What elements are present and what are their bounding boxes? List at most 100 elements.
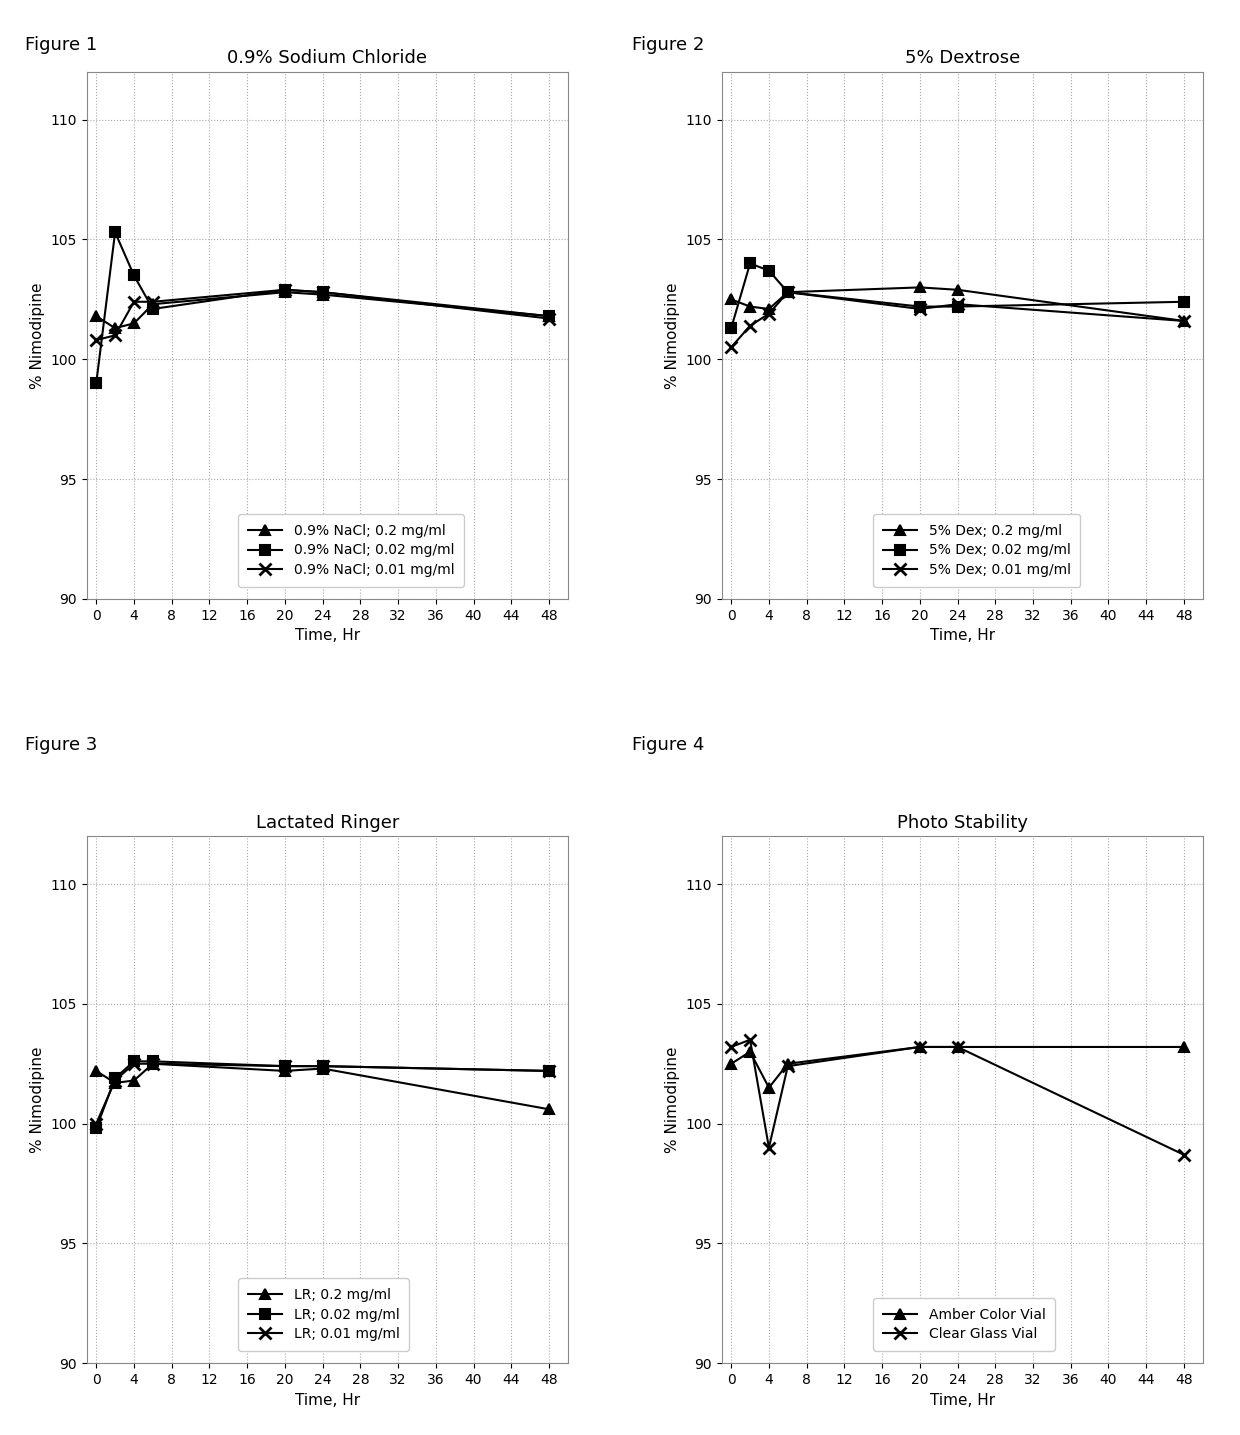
LR; 0.01 mg/ml xyxy=(145,1055,160,1072)
Y-axis label: % Nimodipine: % Nimodipine xyxy=(30,283,45,389)
Line: Amber Color Vial: Amber Color Vial xyxy=(727,1042,1189,1092)
Y-axis label: % Nimodipine: % Nimodipine xyxy=(665,283,680,389)
Legend: 0.9% NaCl; 0.2 mg/ml, 0.9% NaCl; 0.02 mg/ml, 0.9% NaCl; 0.01 mg/ml: 0.9% NaCl; 0.2 mg/ml, 0.9% NaCl; 0.02 mg… xyxy=(238,514,464,587)
Clear Glass Vial xyxy=(913,1039,928,1056)
LR; 0.01 mg/ml xyxy=(89,1115,104,1132)
0.9% NaCl; 0.02 mg/ml xyxy=(542,307,557,324)
5% Dex; 0.02 mg/ml xyxy=(743,255,758,273)
5% Dex; 0.01 mg/ml xyxy=(1177,313,1192,330)
X-axis label: Time, Hr: Time, Hr xyxy=(295,1392,360,1408)
5% Dex; 0.01 mg/ml xyxy=(761,306,776,323)
0.9% NaCl; 0.01 mg/ml xyxy=(108,327,123,344)
Text: Figure 2: Figure 2 xyxy=(632,36,704,55)
5% Dex; 0.01 mg/ml xyxy=(743,317,758,334)
0.9% NaCl; 0.2 mg/ml xyxy=(126,314,141,331)
Text: Figure 3: Figure 3 xyxy=(25,736,97,755)
0.9% NaCl; 0.01 mg/ml xyxy=(278,281,293,298)
LR; 0.2 mg/ml xyxy=(315,1060,330,1078)
LR; 0.02 mg/ml xyxy=(89,1119,104,1137)
Line: Clear Glass Vial: Clear Glass Vial xyxy=(725,1033,1190,1161)
0.9% NaCl; 0.02 mg/ml xyxy=(89,375,104,392)
5% Dex; 0.02 mg/ml xyxy=(1177,293,1192,310)
Clear Glass Vial xyxy=(743,1032,758,1049)
Text: Figure 1: Figure 1 xyxy=(25,36,97,55)
5% Dex; 0.02 mg/ml xyxy=(761,263,776,280)
Clear Glass Vial xyxy=(724,1039,739,1056)
5% Dex; 0.2 mg/ml xyxy=(743,298,758,316)
Title: Photo Stability: Photo Stability xyxy=(897,814,1028,832)
0.9% NaCl; 0.02 mg/ml xyxy=(278,281,293,298)
LR; 0.02 mg/ml xyxy=(145,1053,160,1071)
0.9% NaCl; 0.02 mg/ml xyxy=(145,300,160,317)
Legend: 5% Dex; 0.2 mg/ml, 5% Dex; 0.02 mg/ml, 5% Dex; 0.01 mg/ml: 5% Dex; 0.2 mg/ml, 5% Dex; 0.02 mg/ml, 5… xyxy=(873,514,1080,587)
LR; 0.01 mg/ml xyxy=(108,1072,123,1089)
0.9% NaCl; 0.2 mg/ml xyxy=(315,286,330,303)
5% Dex; 0.02 mg/ml xyxy=(724,320,739,337)
5% Dex; 0.2 mg/ml xyxy=(950,281,965,298)
LR; 0.01 mg/ml xyxy=(278,1058,293,1075)
5% Dex; 0.01 mg/ml xyxy=(913,300,928,317)
0.9% NaCl; 0.01 mg/ml xyxy=(315,284,330,301)
LR; 0.02 mg/ml xyxy=(126,1053,141,1071)
LR; 0.02 mg/ml xyxy=(108,1069,123,1086)
Y-axis label: % Nimodipine: % Nimodipine xyxy=(665,1046,680,1152)
0.9% NaCl; 0.2 mg/ml xyxy=(89,307,104,324)
Amber Color Vial xyxy=(913,1039,928,1056)
5% Dex; 0.02 mg/ml xyxy=(950,298,965,316)
Amber Color Vial xyxy=(724,1055,739,1072)
Text: Figure 4: Figure 4 xyxy=(632,736,704,755)
0.9% NaCl; 0.02 mg/ml xyxy=(315,284,330,301)
Line: LR; 0.02 mg/ml: LR; 0.02 mg/ml xyxy=(92,1056,554,1134)
5% Dex; 0.2 mg/ml xyxy=(913,278,928,296)
Legend: LR; 0.2 mg/ml, LR; 0.02 mg/ml, LR; 0.01 mg/ml: LR; 0.2 mg/ml, LR; 0.02 mg/ml, LR; 0.01 … xyxy=(238,1279,409,1350)
LR; 0.2 mg/ml xyxy=(126,1072,141,1089)
Clear Glass Vial xyxy=(780,1058,795,1075)
Line: 5% Dex; 0.2 mg/ml: 5% Dex; 0.2 mg/ml xyxy=(727,283,1189,326)
LR; 0.2 mg/ml xyxy=(89,1062,104,1079)
Line: LR; 0.2 mg/ml: LR; 0.2 mg/ml xyxy=(92,1059,554,1114)
LR; 0.02 mg/ml xyxy=(278,1058,293,1075)
Line: LR; 0.01 mg/ml: LR; 0.01 mg/ml xyxy=(91,1058,556,1129)
0.9% NaCl; 0.02 mg/ml xyxy=(108,224,123,241)
0.9% NaCl; 0.2 mg/ml xyxy=(278,284,293,301)
Legend: Amber Color Vial, Clear Glass Vial: Amber Color Vial, Clear Glass Vial xyxy=(873,1299,1055,1350)
0.9% NaCl; 0.01 mg/ml xyxy=(89,331,104,349)
Amber Color Vial xyxy=(743,1043,758,1060)
Y-axis label: % Nimodipine: % Nimodipine xyxy=(30,1046,45,1152)
0.9% NaCl; 0.2 mg/ml xyxy=(145,296,160,313)
Amber Color Vial xyxy=(780,1055,795,1072)
Line: 0.9% NaCl; 0.2 mg/ml: 0.9% NaCl; 0.2 mg/ml xyxy=(92,287,554,333)
Amber Color Vial xyxy=(761,1079,776,1096)
Title: Lactated Ringer: Lactated Ringer xyxy=(255,814,399,832)
0.9% NaCl; 0.2 mg/ml xyxy=(108,320,123,337)
X-axis label: Time, Hr: Time, Hr xyxy=(295,629,360,643)
X-axis label: Time, Hr: Time, Hr xyxy=(930,629,994,643)
5% Dex; 0.2 mg/ml xyxy=(1177,313,1192,330)
5% Dex; 0.2 mg/ml xyxy=(780,284,795,301)
5% Dex; 0.01 mg/ml xyxy=(950,296,965,313)
Clear Glass Vial xyxy=(1177,1147,1192,1164)
LR; 0.2 mg/ml xyxy=(542,1101,557,1118)
5% Dex; 0.02 mg/ml xyxy=(780,284,795,301)
LR; 0.02 mg/ml xyxy=(315,1058,330,1075)
5% Dex; 0.2 mg/ml xyxy=(724,291,739,309)
X-axis label: Time, Hr: Time, Hr xyxy=(930,1392,994,1408)
Title: 5% Dextrose: 5% Dextrose xyxy=(905,49,1021,67)
LR; 0.02 mg/ml xyxy=(542,1062,557,1079)
Amber Color Vial xyxy=(950,1039,965,1056)
0.9% NaCl; 0.01 mg/ml xyxy=(145,293,160,310)
5% Dex; 0.02 mg/ml xyxy=(913,298,928,316)
5% Dex; 0.2 mg/ml xyxy=(761,300,776,317)
LR; 0.01 mg/ml xyxy=(542,1062,557,1079)
LR; 0.01 mg/ml xyxy=(126,1055,141,1072)
Line: 0.9% NaCl; 0.02 mg/ml: 0.9% NaCl; 0.02 mg/ml xyxy=(92,227,554,387)
0.9% NaCl; 0.01 mg/ml xyxy=(126,293,141,310)
Title: 0.9% Sodium Chloride: 0.9% Sodium Chloride xyxy=(227,49,428,67)
Clear Glass Vial xyxy=(761,1139,776,1157)
0.9% NaCl; 0.01 mg/ml xyxy=(542,310,557,327)
Amber Color Vial xyxy=(1177,1039,1192,1056)
Line: 0.9% NaCl; 0.01 mg/ml: 0.9% NaCl; 0.01 mg/ml xyxy=(91,284,556,346)
5% Dex; 0.01 mg/ml xyxy=(780,284,795,301)
LR; 0.2 mg/ml xyxy=(108,1075,123,1092)
LR; 0.2 mg/ml xyxy=(145,1055,160,1072)
